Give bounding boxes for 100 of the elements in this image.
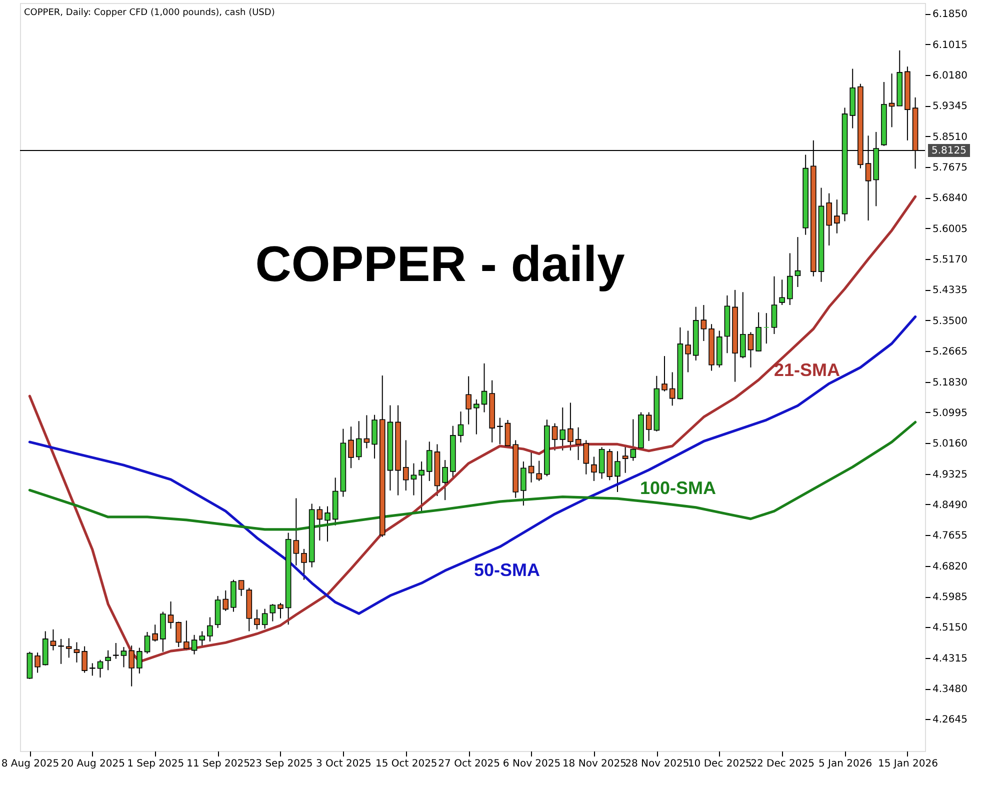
- x-tick-label: 15 Jan 2026: [878, 758, 938, 770]
- candlestick: [520, 461, 526, 506]
- x-tick-label: 6 Nov 2025: [502, 758, 561, 770]
- candlestick: [826, 192, 832, 246]
- y-tick-label: 4.9325: [932, 469, 968, 480]
- candlestick: [794, 236, 801, 288]
- candlestick: [646, 412, 652, 442]
- y-tick-label: 5.3500: [932, 316, 968, 327]
- candlestick: [262, 608, 268, 630]
- candlestick: [474, 398, 480, 435]
- y-tick-label: 5.9345: [932, 101, 968, 112]
- y-tick-label: 5.0160: [932, 438, 968, 450]
- candlestick: [630, 418, 636, 462]
- y-tick-label: 5.1830: [932, 377, 968, 388]
- candlestick: [191, 634, 198, 655]
- x-tick-label: 15 Oct 2025: [375, 758, 438, 770]
- x-tick-label: 27 Oct 2025: [438, 758, 500, 770]
- text: COPPER, Daily: Copper CFD (1,000 pounds), cash (USD): [24, 8, 275, 18]
- candlestick: [528, 451, 534, 483]
- candlestick: [834, 199, 840, 234]
- candlestick: [176, 621, 182, 648]
- candlestick: [779, 279, 785, 306]
- candlestick: [771, 276, 778, 335]
- candlestick: [34, 652, 40, 674]
- candlestick: [238, 580, 244, 596]
- candlestick: [356, 420, 362, 461]
- candlestick: [669, 372, 676, 406]
- x-tick-label: 18 Nov 2025: [562, 758, 627, 770]
- candlestick: [270, 604, 276, 622]
- candlestick: [128, 645, 134, 687]
- y-tick-label: 5.4335: [932, 285, 968, 296]
- y-tick-label: 4.7655: [932, 530, 968, 542]
- line-series: [28, 315, 917, 615]
- candlestick: [410, 462, 417, 496]
- candlestick: [787, 252, 793, 306]
- y-tick-label: 5.8510: [932, 132, 968, 143]
- candlestick: [97, 659, 104, 678]
- candlestick: [207, 616, 213, 642]
- candlestick: [614, 450, 620, 492]
- candlestick: [278, 602, 284, 619]
- y-tick-label: 4.5150: [932, 622, 968, 634]
- y-tick-label: 4.4315: [932, 653, 968, 664]
- candlestick: [763, 312, 770, 344]
- y-tick-label: 5.6005: [932, 224, 968, 235]
- series-label: 100-SMA: [640, 478, 716, 498]
- x-tick-label: 11 Sep 2025: [186, 758, 250, 770]
- series-label: 21-SMA: [774, 360, 840, 380]
- y-tick-label: 4.8490: [932, 500, 968, 511]
- candlestick: [254, 609, 260, 630]
- candlestick: [700, 304, 707, 342]
- candlestick: [90, 662, 96, 676]
- candlestick: [324, 506, 330, 542]
- candlestick: [66, 638, 72, 658]
- candlestick: [504, 419, 511, 448]
- y-tick-label: 4.5985: [932, 592, 968, 604]
- candlestick: [402, 440, 409, 492]
- candlestick: [575, 426, 582, 461]
- candlestick: [184, 620, 190, 651]
- candlestick: [50, 628, 56, 651]
- candlestick: [136, 647, 142, 674]
- candlestick: [685, 330, 691, 373]
- y-tick-label: 5.2665: [932, 346, 968, 358]
- candlestick: [583, 440, 590, 475]
- candlestick: [364, 414, 370, 449]
- x-tick-label: 10 Dec 2025: [688, 758, 752, 770]
- candlestick: [466, 376, 472, 425]
- candlestick: [662, 356, 668, 392]
- candlestick: [348, 426, 354, 469]
- x-tick-label: 28 Nov 2025: [625, 758, 690, 770]
- y-tick-label: 6.1015: [932, 40, 968, 51]
- x-tick-label: 1 Sep 2025: [127, 758, 184, 770]
- candlestick: [199, 630, 206, 646]
- y-tick-label: 4.2645: [932, 714, 968, 726]
- candlestick: [301, 548, 307, 580]
- candlestick: [560, 406, 566, 451]
- line-series: [28, 420, 917, 531]
- candlestick: [442, 460, 448, 501]
- candlestick: [426, 441, 432, 482]
- candlestick: [120, 646, 127, 668]
- y-tick-label: 4.3480: [932, 684, 968, 696]
- candlestick: [168, 600, 174, 630]
- candlestick: [113, 642, 119, 660]
- candlestick: [756, 312, 762, 352]
- candlestick: [316, 506, 323, 541]
- x-tick-label: 23 Sep 2025: [249, 758, 313, 770]
- candlestick: [458, 411, 464, 443]
- x-tick-label: 3 Oct 2025: [316, 758, 372, 770]
- x-tick-label: 20 Aug 2025: [60, 758, 125, 770]
- candlestick: [598, 446, 605, 480]
- candlestick: [82, 646, 88, 674]
- candlestick: [622, 445, 628, 474]
- candlestick: [58, 638, 64, 664]
- y-tick-label: 5.0995: [932, 408, 968, 419]
- candlestick: [481, 362, 488, 413]
- y-tick-label: 5.7675: [932, 162, 968, 174]
- candlestick: [152, 624, 158, 642]
- candlestick: [536, 460, 542, 482]
- y-tick-label: 4.6820: [932, 561, 968, 572]
- x-tick-label: 5 Jan 2026: [818, 758, 872, 770]
- candlestick: [144, 631, 150, 654]
